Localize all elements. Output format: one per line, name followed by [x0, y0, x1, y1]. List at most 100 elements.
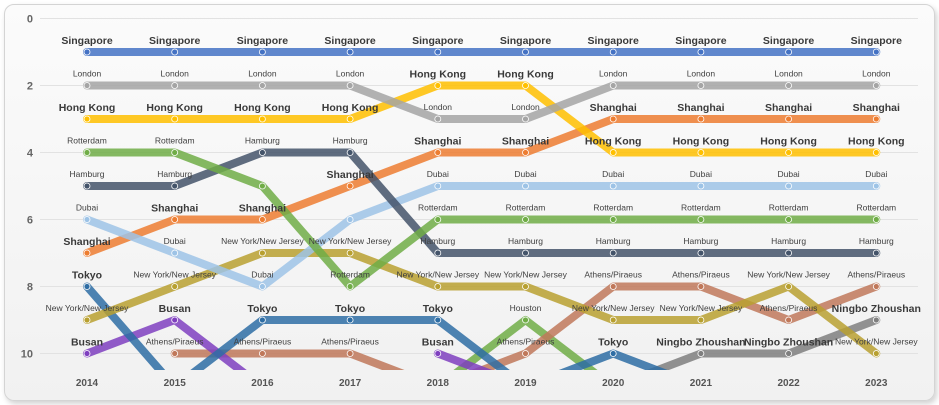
point-athens-piraeus: [522, 350, 529, 357]
data-label-shanghai: Shanghai: [414, 136, 461, 148]
data-label-shanghai: Shanghai: [326, 169, 373, 181]
series-line-london: [83, 81, 881, 123]
data-label-shanghai: Shanghai: [239, 203, 286, 215]
point-shanghai: [83, 249, 91, 257]
point-london: [697, 82, 705, 89]
data-label-hong-kong: Hong Kong: [410, 69, 467, 81]
data-label-hamburg: Hamburg: [771, 236, 806, 246]
data-label-athens-piraeus: Athens/Piraeus: [234, 337, 292, 347]
data-label-new-york-new-jersey: New York/New Jersey: [46, 303, 129, 313]
x-tick-label: 2019: [514, 378, 537, 389]
data-label-london: London: [424, 102, 453, 112]
point-london: [522, 115, 529, 123]
data-label-ningbo-zhoushan: Ningbo Zhoushan: [832, 303, 921, 315]
data-label-singapore: Singapore: [412, 35, 464, 47]
point-london: [171, 82, 179, 89]
data-label-athens-piraeus: Athens/Piraeus: [760, 303, 818, 313]
series-line-hong-kong: [83, 81, 881, 157]
x-tick-label: 2022: [777, 378, 800, 389]
point-athens-piraeus: [346, 350, 354, 357]
point-london: [346, 82, 354, 89]
data-label-rotterdam: Rotterdam: [330, 270, 370, 280]
point-dubai: [872, 182, 880, 190]
series-line-ningbo-zhoushan: [646, 316, 881, 370]
data-label-tokyo: Tokyo: [247, 303, 277, 315]
point-ningbo-zhoushan: [697, 350, 705, 357]
data-label-singapore: Singapore: [763, 35, 815, 47]
data-label-hong-kong: Hong Kong: [234, 102, 291, 114]
data-label-singapore: Singapore: [324, 35, 376, 47]
point-new-york-new-jersey: [697, 316, 705, 324]
point-tokyo: [346, 316, 354, 324]
y-tick-label: 6: [27, 215, 33, 227]
series-line-tokyo: [83, 282, 668, 370]
data-label-tokyo: Tokyo: [335, 303, 365, 315]
point-london: [872, 82, 880, 89]
point-singapore: [522, 48, 529, 56]
point-singapore: [697, 48, 705, 56]
point-hamburg: [522, 249, 529, 257]
data-label-new-york-new-jersey: New York/New Jersey: [133, 270, 216, 280]
series-line-shanghai: [83, 115, 881, 257]
data-label-hamburg: Hamburg: [70, 169, 105, 179]
data-label-athens-piraeus: Athens/Piraeus: [497, 337, 555, 347]
point-rotterdam: [872, 216, 880, 223]
point-tokyo: [609, 350, 617, 357]
x-tick-label: 2020: [602, 378, 625, 389]
data-label-london: London: [161, 69, 190, 79]
point-ningbo-zhoushan: [785, 350, 792, 357]
x-axis: 2014 2015 2016 2017 2018 2019 2020 2021 2022 2023: [76, 378, 888, 389]
point-hamburg: [609, 249, 617, 257]
point-hong-kong: [522, 82, 529, 89]
data-label-busan: Busan: [159, 303, 191, 315]
point-rotterdam: [434, 216, 442, 223]
data-labels: Singapore Singapore Singapore Singapore Sing…: [46, 35, 921, 349]
point-hamburg: [785, 249, 792, 257]
point-singapore: [83, 48, 91, 56]
data-label-hamburg: Hamburg: [508, 236, 543, 246]
point-hong-kong: [609, 149, 617, 156]
point-new-york-new-jersey: [522, 283, 529, 290]
data-label-hamburg: Hamburg: [859, 236, 894, 246]
point-shanghai: [258, 216, 266, 223]
data-label-singapore: Singapore: [675, 35, 727, 47]
point-rotterdam: [171, 149, 179, 156]
point-athens-piraeus: [872, 283, 880, 290]
point-rotterdam: [785, 216, 792, 223]
data-label-shanghai: Shanghai: [765, 102, 812, 114]
point-dubai: [171, 249, 179, 257]
point-shanghai: [785, 115, 792, 123]
point-athens-piraeus: [697, 283, 705, 290]
point-london: [258, 82, 266, 89]
data-label-london: London: [248, 69, 277, 79]
x-tick-label: 2016: [251, 378, 274, 389]
data-label-dubai: Dubai: [514, 169, 536, 179]
data-label-singapore: Singapore: [149, 35, 201, 47]
data-label-tokyo: Tokyo: [72, 270, 102, 282]
data-label-hamburg: Hamburg: [245, 136, 280, 146]
data-label-singapore: Singapore: [500, 35, 552, 47]
y-tick-label: 0: [27, 14, 33, 26]
data-label-shanghai: Shanghai: [502, 136, 549, 148]
x-tick-label: 2015: [164, 378, 187, 389]
data-label-hong-kong: Hong Kong: [848, 136, 905, 148]
point-singapore: [434, 48, 442, 56]
point-dubai: [83, 216, 91, 223]
series-line-dubai: [83, 182, 881, 291]
point-london: [785, 82, 792, 89]
data-label-athens-piraeus: Athens/Piraeus: [321, 337, 379, 347]
point-athens-piraeus: [258, 350, 266, 357]
point-shanghai: [171, 216, 179, 223]
point-new-york-new-jersey: [258, 249, 266, 257]
data-label-new-york-new-jersey: New York/New Jersey: [660, 303, 743, 313]
point-ningbo-zhoushan: [872, 316, 880, 324]
data-label-rotterdam: Rotterdam: [681, 203, 721, 213]
data-label-hamburg: Hamburg: [683, 236, 718, 246]
point-hong-kong: [171, 115, 179, 123]
point-new-york-new-jersey: [346, 249, 354, 257]
x-tick-label: 2018: [427, 378, 450, 389]
point-hamburg: [258, 149, 266, 156]
x-tick-label: 2023: [865, 378, 888, 389]
y-tick-label: 2: [27, 81, 33, 93]
data-label-rotterdam: Rotterdam: [593, 203, 633, 213]
